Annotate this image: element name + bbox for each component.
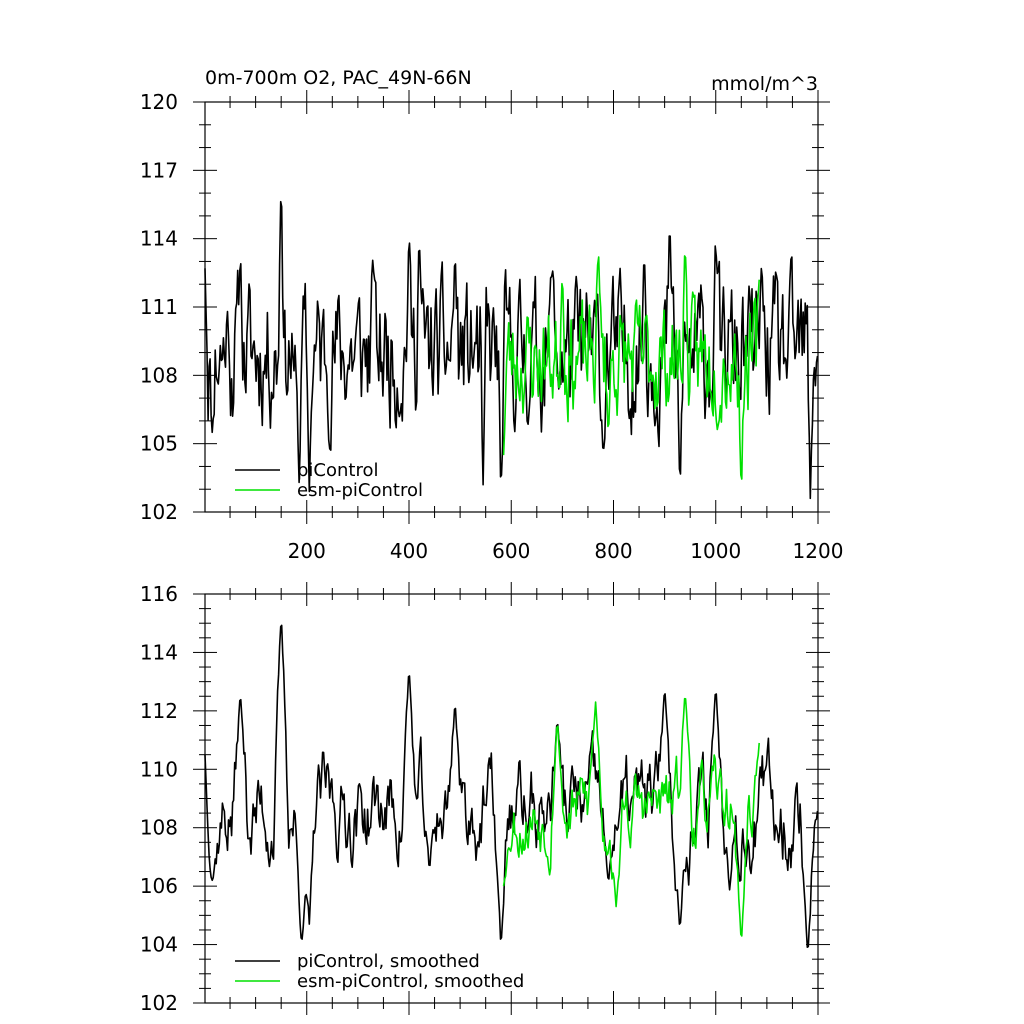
y-tick-label: 106 xyxy=(140,874,178,898)
legend-label: esm-piControl xyxy=(297,480,423,501)
plot-frame xyxy=(204,101,819,513)
y-tick-label: 114 xyxy=(140,640,178,664)
y-tick-label: 116 xyxy=(140,582,178,606)
x-tick-label: 400 xyxy=(390,539,428,563)
series-line-esm-picontrol xyxy=(502,255,760,480)
y-tick-label: 117 xyxy=(140,158,178,182)
y-tick-label: 110 xyxy=(140,757,178,781)
legend-label: piControl xyxy=(297,460,379,481)
top-panel-raw: 102 105 108 111 114 117 120 200 400 600 800 1000 120… xyxy=(140,67,844,563)
legend-label: esm-piControl, smoothed xyxy=(297,971,524,992)
x-tick-label: 1200 xyxy=(793,539,844,563)
y-tick-label: 108 xyxy=(140,816,178,840)
legend-label: piControl, smoothed xyxy=(297,951,480,972)
series-line-picontrol-smoothed xyxy=(204,624,819,948)
series-line-esm-picontrol-smoothed xyxy=(502,697,760,937)
y-tick-label: 105 xyxy=(140,432,178,456)
y-tick-label: 104 xyxy=(140,933,178,957)
y-tick-label: 112 xyxy=(140,699,178,723)
units-label: mmol/m^3 xyxy=(711,73,818,95)
x-tick-label: 200 xyxy=(288,539,326,563)
y-tick-label: 102 xyxy=(140,991,178,1015)
y-tick-label: 108 xyxy=(140,363,178,387)
y-tick-label: 102 xyxy=(140,500,178,524)
y-tick-label: 114 xyxy=(140,227,178,251)
bottom-panel-smoothed: 102 104 106 108 110 112 114 116 piControl, smoot… xyxy=(140,582,830,1015)
x-tick-label: 600 xyxy=(492,539,530,563)
x-tick-label: 1000 xyxy=(690,539,741,563)
y-tick-label: 111 xyxy=(140,295,178,319)
y-tick-label: 120 xyxy=(140,90,178,114)
x-tick-label: 800 xyxy=(594,539,632,563)
series-line-picontrol xyxy=(204,200,819,500)
chart-title: 0m-700m O2, PAC_49N-66N xyxy=(205,67,472,89)
